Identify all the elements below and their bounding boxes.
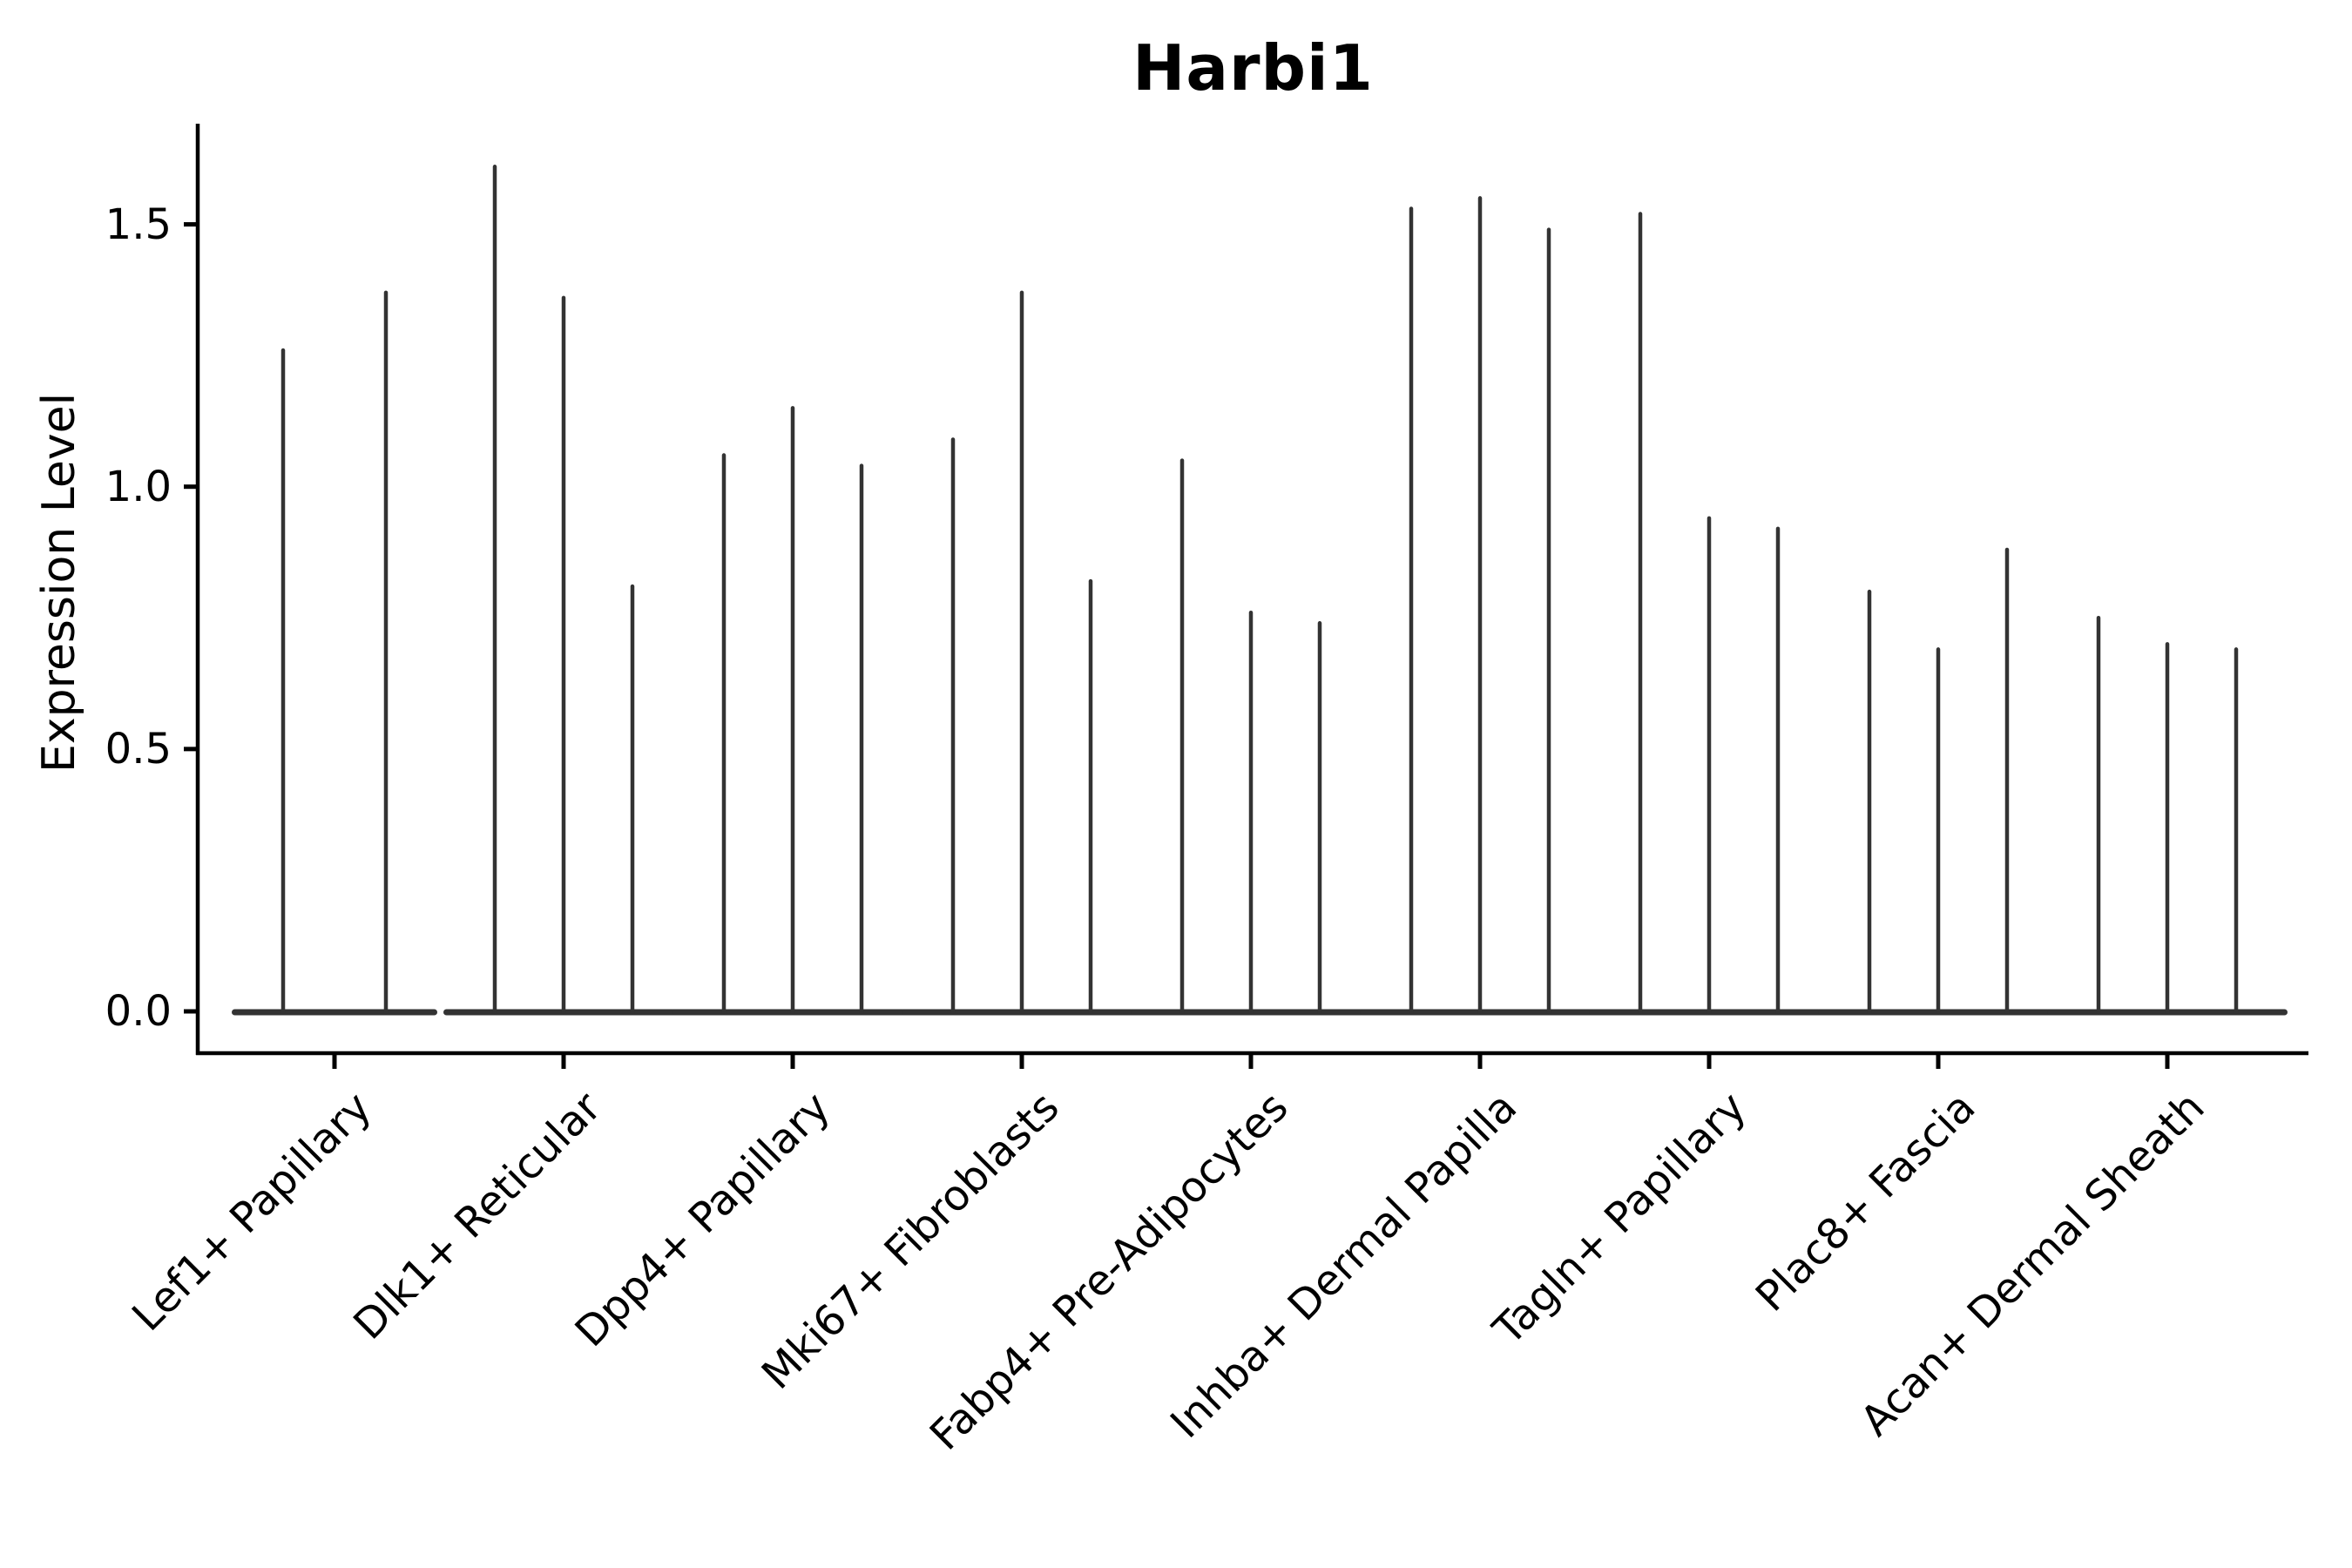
y-axis-label: Expression Level [33, 392, 85, 774]
y-tick-label: 1.5 [105, 199, 172, 249]
violin-base [232, 1009, 437, 1016]
y-tick-label: 1.0 [105, 462, 172, 511]
chart-title: Harbi1 [1132, 31, 1374, 105]
y-tick-label: 0.5 [105, 724, 172, 774]
y-tick-label: 0.0 [105, 987, 172, 1036]
